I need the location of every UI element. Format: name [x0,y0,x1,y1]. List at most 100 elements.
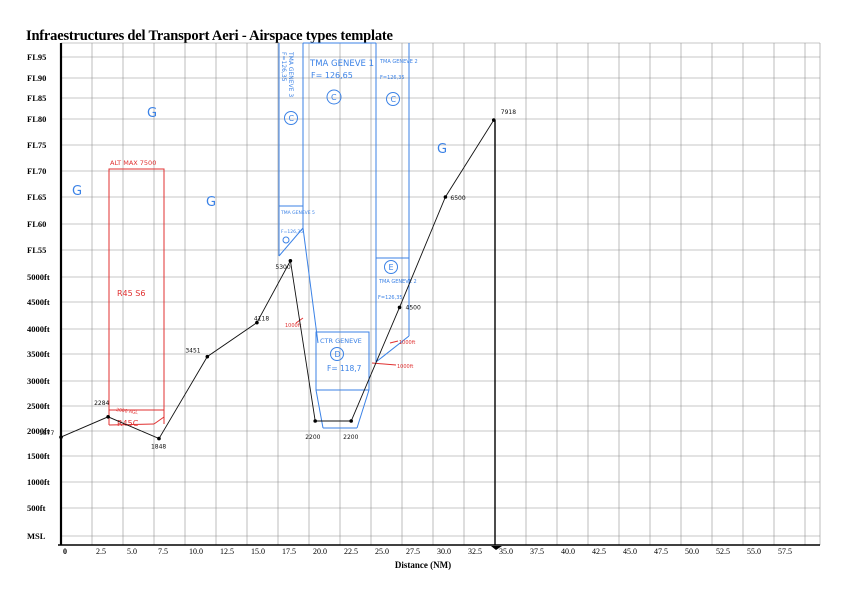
profile-line [60,119,495,440]
x-tick-label: 25.0 [375,547,389,556]
data-label: 1848 [151,444,166,451]
x-tick-label: 2.5 [96,547,106,556]
data-label: 4500 [406,304,421,311]
restricted-area-label: R45 S6 [117,289,145,298]
y-tick-label: 3000ft [27,376,50,386]
class-e-circle [282,236,290,244]
data-label: 2284 [94,400,109,407]
x-tick-label: 17.5 [282,547,296,556]
data-point [397,305,402,310]
class-g-label: G [437,142,447,157]
ctr-lower-boundary [315,389,324,429]
data-point [313,419,318,423]
data-label: 1877 [39,430,54,437]
y-tick-label: FL65 [27,192,46,202]
class-g-label: G [72,184,82,199]
restricted-area-lower-label: R45C [117,419,139,428]
ctr-name: CTR GENEVE [320,337,362,345]
data-point [255,320,259,325]
data-label: 5300 [275,264,290,271]
x-tick-label: 52.5 [716,547,730,556]
y-tick-label: FL90 [27,73,46,83]
data-label: 2200 [343,434,358,441]
tma2-name: TMA GENEVE 2 [379,59,418,65]
y-tick-label: 2000ft [27,426,50,436]
data-label: 2200 [305,434,320,441]
restricted-floor-label: 2000 AGL [116,407,139,416]
class-c-label: C [331,93,337,102]
class-c-circle [326,89,342,105]
x-tick-label: 40.0 [561,547,575,556]
tma1-slant-boundary [302,227,319,344]
y-tick-label: FL85 [27,93,46,103]
data-label: 3451 [185,348,200,355]
restricted-area-box [108,168,165,411]
class-g-label: G [206,195,216,210]
x-tick-label: 7.5 [158,547,168,556]
ctr-freq: F= 118,7 [327,364,362,373]
chart-grid [60,42,821,545]
y-tick-label: FL60 [27,219,46,229]
data-point [157,436,161,441]
tma1-freq: F= 126,65 [311,71,353,80]
class-g-label: G [147,106,157,121]
y-tick-label: FL95 [27,52,46,62]
class-e-label: E [389,263,394,272]
tma5-bottom-boundary [278,227,304,257]
x-tick-label: 50.0 [685,547,699,556]
x-tick-label: 15.0 [251,547,265,556]
data-label: 4118 [254,316,269,323]
class-c-label: C [391,95,397,104]
tma2-lower-bottom [375,335,410,363]
data-point [59,435,63,439]
data-label: 7918 [501,109,516,116]
data-point [106,415,110,419]
y-tick-label: 500ft [27,503,46,513]
y-tick-label: 4500ft [27,297,50,307]
airspace-overlay: ALT MAX 7500 R45 S6 R45C 2000 AGL TMA GENEVE… [72,42,447,429]
y-tick-label: 1000ft [27,477,50,487]
x-tick-label: 42.5 [592,547,606,556]
restricted-area-edge [153,416,165,425]
x-tick-label: 30.0 [437,547,451,556]
ctr-lower-boundary [356,389,370,429]
data-point [349,419,353,423]
y-tick-label: MSL [27,531,46,541]
chart-axes: MSL 500ft 1000ft 1500ft 2000ft 2500ft 3000ft 35… [27,43,820,556]
class-d-label: D [335,350,341,359]
tma2-freq: F=126,35 [380,75,405,81]
tma1-name: TMA GENEVE 1 [309,59,374,69]
x-tick-label: 32.5 [468,547,482,556]
x-tick-label: 20.0 [313,547,327,556]
x-tick-label: 35.0 [499,547,513,556]
tma3-freq: F=126,35 [280,52,287,82]
y-tick-label: 2500ft [27,401,50,411]
y-tick-label: 5000ft [27,272,50,282]
y-tick-label: FL70 [27,166,46,176]
x-tick-label: 57.5 [778,547,792,556]
y-tick-label: FL80 [27,114,46,124]
tma2-lower-freq: F=126,35 [378,295,403,301]
tma2-lower-name: TMA GENEVE 2 [378,279,417,285]
x-tick-label: 27.5 [406,547,420,556]
x-tick-label: 10.0 [189,547,203,556]
data-point [443,195,448,199]
x-tick-label: 45.0 [623,547,637,556]
ctr-box [315,331,370,391]
x-tick-label: 12.5 [220,547,234,556]
restricted-area-edge [108,423,155,426]
x-tick-label: 37.5 [530,547,544,556]
margin-note: 1000ft [397,364,413,370]
x-tick-label: 22.5 [344,547,358,556]
y-tick-label: 1500ft [27,451,50,461]
class-e-circle [384,260,398,274]
margin-note: 1000ft [285,323,301,329]
class-c-circle [284,111,298,125]
margin-note: 1000ft [399,340,415,346]
x-axis-title: Distance (NM) [395,560,451,570]
y-tick-label: FL55 [27,245,46,255]
reference-arrow [491,546,502,550]
y-tick-label: 4000ft [27,324,50,334]
y-tick-label: 3500ft [27,349,50,359]
